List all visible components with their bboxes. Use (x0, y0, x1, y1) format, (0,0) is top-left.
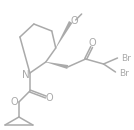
Text: N: N (22, 70, 30, 80)
Text: O: O (89, 38, 96, 48)
Polygon shape (46, 62, 68, 69)
Text: O: O (71, 16, 79, 26)
Text: Br: Br (122, 54, 131, 63)
Text: O: O (10, 97, 18, 107)
Text: O: O (46, 93, 54, 103)
Polygon shape (56, 21, 72, 48)
Text: Br: Br (120, 69, 129, 77)
